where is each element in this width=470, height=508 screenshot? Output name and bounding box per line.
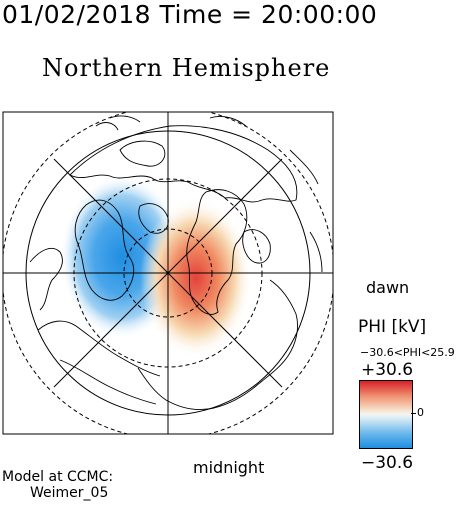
dawn-label: dawn bbox=[366, 278, 410, 297]
coastlines bbox=[29, 115, 323, 411]
model-credit-line2: Weimer_05 bbox=[30, 485, 109, 501]
header-title: 01/02/2018 Time = 20:00:00 bbox=[2, 0, 378, 29]
colorbar-min-label: −30.6 bbox=[361, 453, 414, 473]
hemisphere-title: Northern Hemisphere bbox=[42, 54, 331, 82]
midnight-label: midnight bbox=[193, 458, 265, 477]
model-credit-line1: Model at CCMC: bbox=[2, 469, 114, 485]
colorbar-range-label: −30.6<PHI<25.9 bbox=[360, 346, 455, 359]
colorbar-quantity-label: PHI [kV] bbox=[358, 317, 427, 337]
meridian-lines bbox=[3, 112, 333, 434]
polar-map bbox=[2, 111, 334, 435]
colorbar-zero-label: 0 bbox=[417, 406, 424, 419]
colorbar-max-label: +30.6 bbox=[361, 360, 414, 380]
colorbar bbox=[359, 380, 413, 449]
colorbar-zero-tick bbox=[411, 413, 416, 414]
